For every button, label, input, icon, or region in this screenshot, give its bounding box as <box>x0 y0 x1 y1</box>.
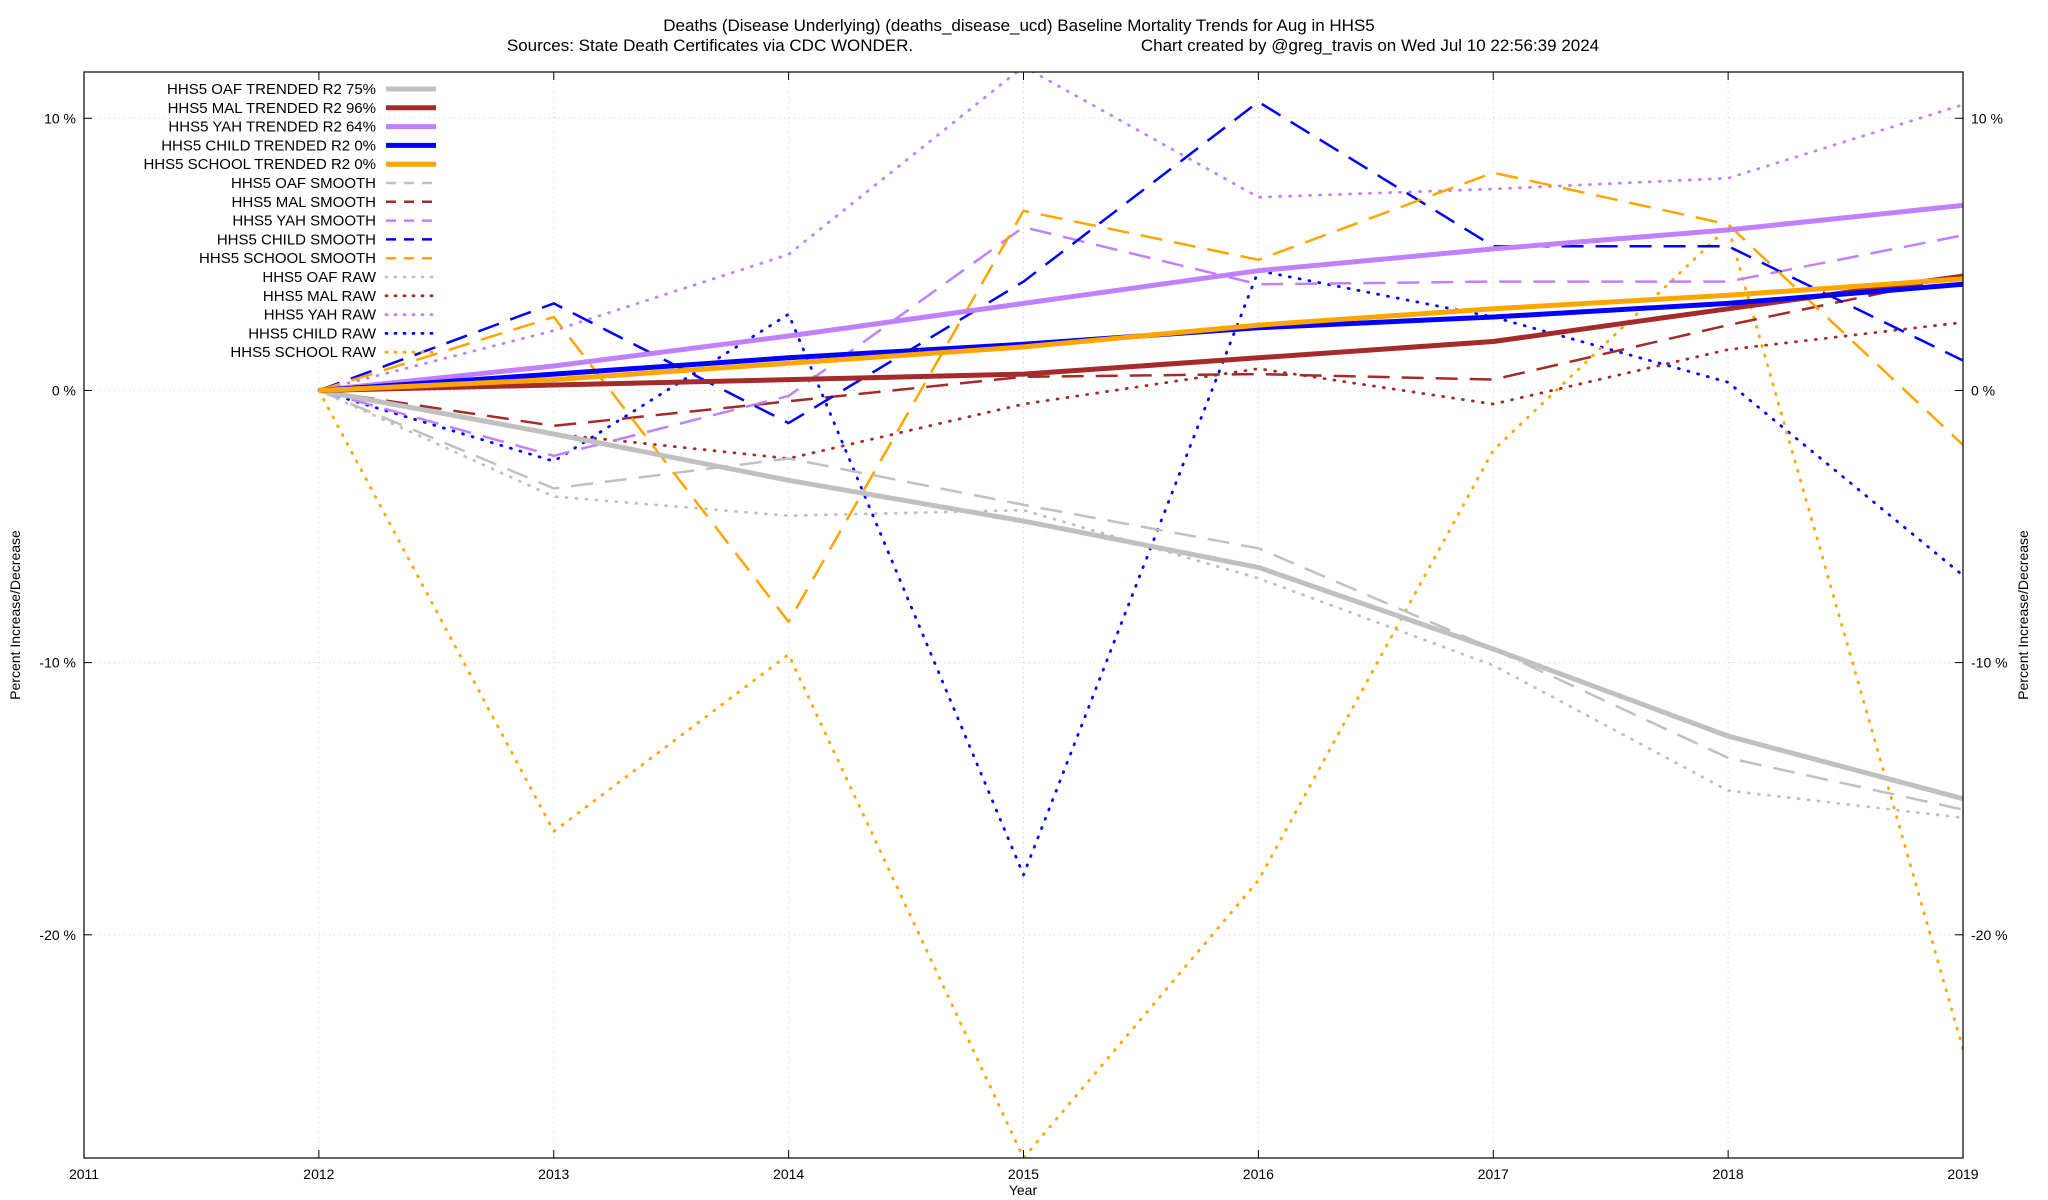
y-tick-label-right: -20 % <box>1971 927 2008 943</box>
x-tick-label: 2017 <box>1478 1166 1509 1182</box>
series-line-hhs5-mal-trended <box>318 273 1963 393</box>
legend-label: HHS5 CHILD TRENDED R2 0% <box>161 137 376 154</box>
legend-label: HHS5 SCHOOL TRENDED R2 0% <box>143 156 376 173</box>
legend-label: HHS5 YAH SMOOTH <box>232 213 376 230</box>
legend-label: HHS5 CHILD RAW <box>248 325 377 342</box>
series-line-hhs5-mal-raw <box>317 320 1963 460</box>
y-tick-label-left: -20 % <box>39 927 76 943</box>
chart-title-group: Deaths (Disease Underlying) (deaths_dise… <box>507 16 1599 55</box>
x-tick-label: 2015 <box>1008 1166 1039 1182</box>
y-tick-label-right: 10 % <box>1971 110 2003 126</box>
series-line-hhs5-yah-raw <box>317 72 1963 392</box>
x-tick-label: 2012 <box>303 1166 334 1182</box>
chart-credit: Chart created by @greg_travis on Wed Jul… <box>1141 36 1599 55</box>
y-tick-label-left: 10 % <box>44 110 76 126</box>
legend-label: HHS5 MAL RAW <box>263 288 377 305</box>
legend-label: HHS5 YAH TRENDED R2 64% <box>168 119 376 136</box>
x-axis-label: Year <box>1009 1182 1038 1198</box>
series-line-hhs5-school-smooth <box>318 171 1963 624</box>
legend-label: HHS5 SCHOOL RAW <box>230 344 376 361</box>
x-tick-label: 2018 <box>1713 1166 1744 1182</box>
y-tick-label-right: -10 % <box>1971 655 2008 671</box>
y-tick-label-left: -10 % <box>39 655 76 671</box>
series-line-hhs5-oaf-smooth <box>318 389 1963 811</box>
legend: HHS5 OAF TRENDED R2 75% HHS5 MAL TRENDED … <box>143 81 438 361</box>
series-line-hhs5-child-smooth <box>318 100 1963 425</box>
series-line-hhs5-mal-smooth <box>318 274 1963 428</box>
x-tick-label: 2014 <box>773 1166 804 1182</box>
series-line-hhs5-school-raw <box>317 225 1963 1158</box>
plot-lines <box>317 72 1963 1158</box>
legend-label: HHS5 OAF TRENDED R2 75% <box>167 81 376 98</box>
x-tick-label: 2016 <box>1243 1166 1274 1182</box>
series-line-hhs5-yah-smooth <box>318 225 1963 458</box>
axis-ticks: 2011 2012 2013 2014 2015 2016 2017 2018 2019 10 %… <box>39 72 2008 1182</box>
series-line-hhs5-child-raw <box>317 269 1963 877</box>
legend-label: HHS5 OAF RAW <box>262 269 376 286</box>
series-line-hhs5-oaf-trended <box>318 388 1963 802</box>
y-tick-label-right: 0 % <box>1971 382 1995 398</box>
chart-title: Deaths (Disease Underlying) (deaths_dise… <box>663 16 1375 35</box>
x-tick-label: 2013 <box>538 1166 569 1182</box>
legend-label: HHS5 CHILD SMOOTH <box>217 231 376 248</box>
legend-label: HHS5 OAF SMOOTH <box>231 175 376 192</box>
y-axis-label-left: Percent Increase/Decrease <box>7 530 23 700</box>
y-tick-label-left: 0 % <box>52 382 76 398</box>
x-tick-label: 2011 <box>69 1166 99 1182</box>
series-line-hhs5-yah-trended <box>318 202 1963 393</box>
grid <box>84 72 1963 1158</box>
chart-sources: Sources: State Death Certificates via CD… <box>507 36 913 55</box>
series-line-hhs5-school-trended <box>318 276 1963 393</box>
legend-label: HHS5 MAL SMOOTH <box>232 194 376 211</box>
x-tick-label: 2019 <box>1947 1166 1978 1182</box>
y-axis-label-right: Percent Increase/Decrease <box>2015 530 2031 700</box>
legend-label: HHS5 YAH RAW <box>264 307 377 324</box>
legend-label: HHS5 MAL TRENDED R2 96% <box>168 100 376 117</box>
legend-label: HHS5 SCHOOL SMOOTH <box>199 250 376 267</box>
